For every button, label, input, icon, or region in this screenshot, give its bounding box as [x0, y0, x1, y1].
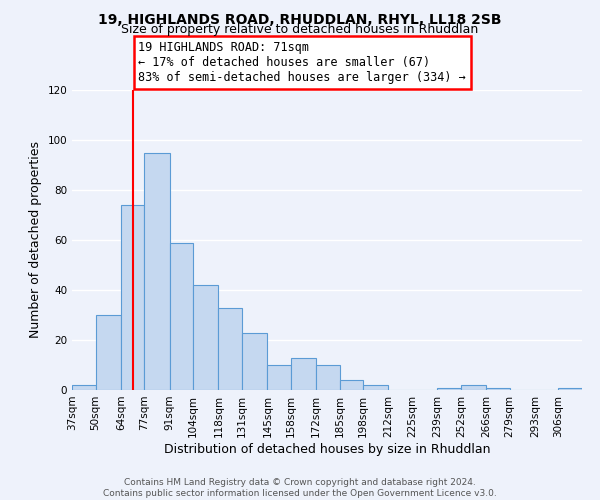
Text: 19, HIGHLANDS ROAD, RHUDDLAN, RHYL, LL18 2SB: 19, HIGHLANDS ROAD, RHUDDLAN, RHYL, LL18…: [98, 12, 502, 26]
Y-axis label: Number of detached properties: Number of detached properties: [29, 142, 42, 338]
Bar: [461, 385, 486, 390]
Bar: [242, 332, 268, 390]
Bar: [363, 385, 388, 390]
Bar: [193, 285, 218, 390]
Bar: [145, 152, 170, 390]
Bar: [316, 365, 340, 390]
Bar: [170, 242, 193, 390]
Bar: [486, 388, 509, 390]
Bar: [437, 388, 461, 390]
Text: Size of property relative to detached houses in Rhuddlan: Size of property relative to detached ho…: [121, 22, 479, 36]
Bar: [218, 308, 242, 390]
Bar: [291, 358, 316, 390]
Bar: [340, 380, 363, 390]
Bar: [121, 205, 145, 390]
X-axis label: Distribution of detached houses by size in Rhuddlan: Distribution of detached houses by size …: [164, 442, 490, 456]
Bar: [95, 315, 121, 390]
Bar: [72, 385, 95, 390]
Text: 19 HIGHLANDS ROAD: 71sqm
← 17% of detached houses are smaller (67)
83% of semi-d: 19 HIGHLANDS ROAD: 71sqm ← 17% of detach…: [139, 41, 466, 84]
Bar: [559, 388, 582, 390]
Bar: [268, 365, 291, 390]
Text: Contains HM Land Registry data © Crown copyright and database right 2024.
Contai: Contains HM Land Registry data © Crown c…: [103, 478, 497, 498]
